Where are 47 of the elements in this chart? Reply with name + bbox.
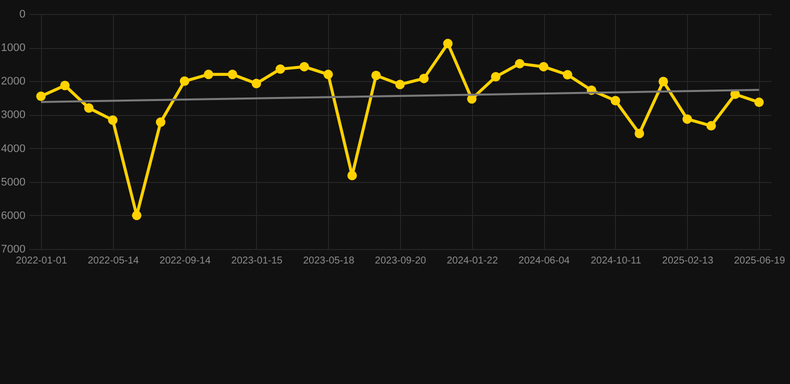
x-tick-label: 2023-09-20 — [374, 256, 427, 266]
point — [180, 76, 190, 86]
point — [514, 58, 524, 68]
x-tick-label: 2024-10-11 — [590, 256, 642, 266]
y-tick-label: 7000 — [1, 244, 26, 256]
point — [491, 72, 500, 82]
point — [682, 114, 692, 124]
point — [36, 92, 46, 101]
point — [610, 96, 620, 106]
point — [108, 115, 118, 125]
point — [347, 170, 357, 180]
point — [754, 98, 764, 108]
x-tick-label: 2024-01-22 — [446, 256, 498, 266]
y-tick-label: 2000 — [1, 76, 26, 88]
x-tick-label: 2024-06-04 — [518, 256, 570, 266]
point — [419, 74, 429, 84]
point — [84, 103, 94, 113]
x-tick-label: 2023-01-15 — [231, 256, 283, 266]
point — [252, 78, 262, 88]
x-tick-label: 2023-05-18 — [303, 256, 355, 266]
point — [658, 76, 668, 86]
point — [706, 121, 716, 131]
point — [562, 70, 572, 80]
point — [156, 117, 166, 127]
y-tick-label: 3000 — [1, 109, 26, 122]
y-tick-label: 1000 — [1, 42, 26, 54]
y-tick-label: 6000 — [1, 210, 26, 222]
y-tick-label: 5000 — [1, 176, 26, 188]
point — [323, 70, 333, 80]
point — [204, 70, 214, 80]
x-tick-label: 2022-01-01 — [16, 256, 68, 266]
x-tick-label: 2022-05-14 — [88, 256, 140, 266]
point — [395, 80, 405, 90]
point — [60, 80, 70, 90]
point — [132, 210, 142, 220]
point — [634, 128, 644, 138]
x-tick-label: 2022-09-14 — [160, 256, 212, 266]
point — [300, 62, 309, 72]
y-tick-label: 4000 — [1, 142, 26, 155]
point — [538, 62, 548, 72]
point — [276, 64, 286, 74]
x-tick-label: 2025-02-13 — [662, 256, 714, 266]
y-tick-label: 0 — [19, 8, 26, 20]
point — [228, 70, 238, 80]
point — [371, 70, 381, 80]
point — [443, 38, 453, 48]
x-tick-label: 2025-06-19 — [734, 256, 786, 266]
